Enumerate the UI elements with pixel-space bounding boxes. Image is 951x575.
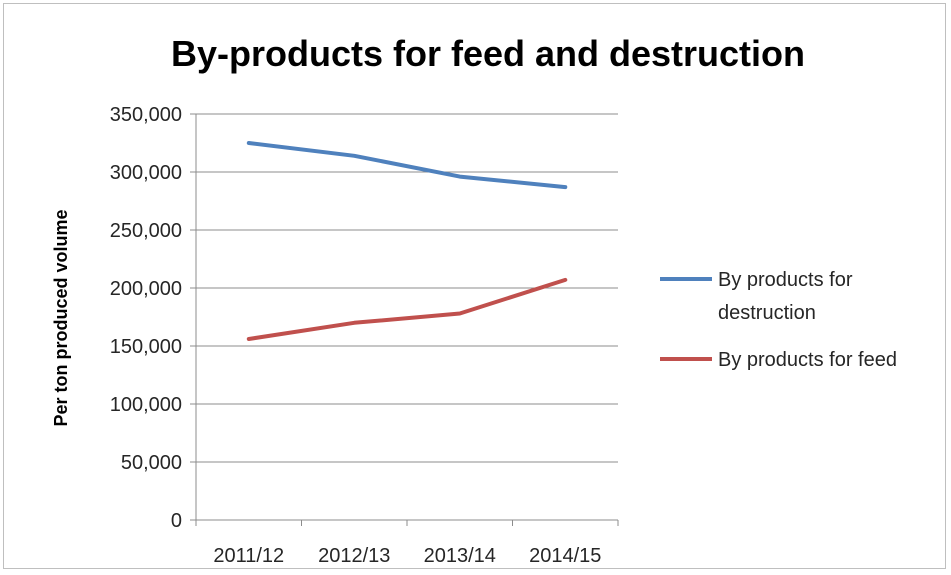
series-line: [246, 277, 568, 341]
y-tick-label: 150,000: [110, 336, 182, 358]
legend-entry: By products for destruction: [660, 269, 853, 324]
y-tick-label: 100,000: [110, 394, 182, 416]
y-tick-label: 50,000: [121, 452, 182, 474]
chart-frame: [3, 3, 946, 569]
series-lines: [246, 141, 568, 341]
legend-label: destruction: [718, 302, 816, 324]
series-line: [246, 141, 568, 190]
y-tick-label: 0: [171, 510, 182, 532]
y-tick-label: 200,000: [110, 278, 182, 300]
chart-title: By-products for feed and destruction: [171, 33, 805, 74]
x-tick-label: 2014/15: [529, 545, 601, 567]
y-axis-label: Per ton produced volume: [51, 209, 71, 426]
y-tick-label: 300,000: [110, 162, 182, 184]
legend-label: By products for feed: [718, 349, 897, 371]
x-tick-label: 2011/12: [213, 545, 284, 567]
legend-entry: By products for feed: [660, 349, 897, 371]
x-tick-label: 2012/13: [318, 545, 390, 567]
x-tick-label: 2013/14: [424, 545, 496, 567]
x-tick-labels: 2011/12 2012/13 2013/14 2014/15: [213, 545, 601, 567]
gridlines: [196, 113, 618, 463]
y-tick-label: 250,000: [110, 220, 182, 242]
axes: [190, 113, 619, 526]
legend-label: By products for: [718, 269, 853, 291]
y-tick-label: 350,000: [110, 104, 182, 126]
y-tick-labels: 0 50,000 100,000 150,000 200,000 250,000 300,0…: [110, 104, 182, 532]
